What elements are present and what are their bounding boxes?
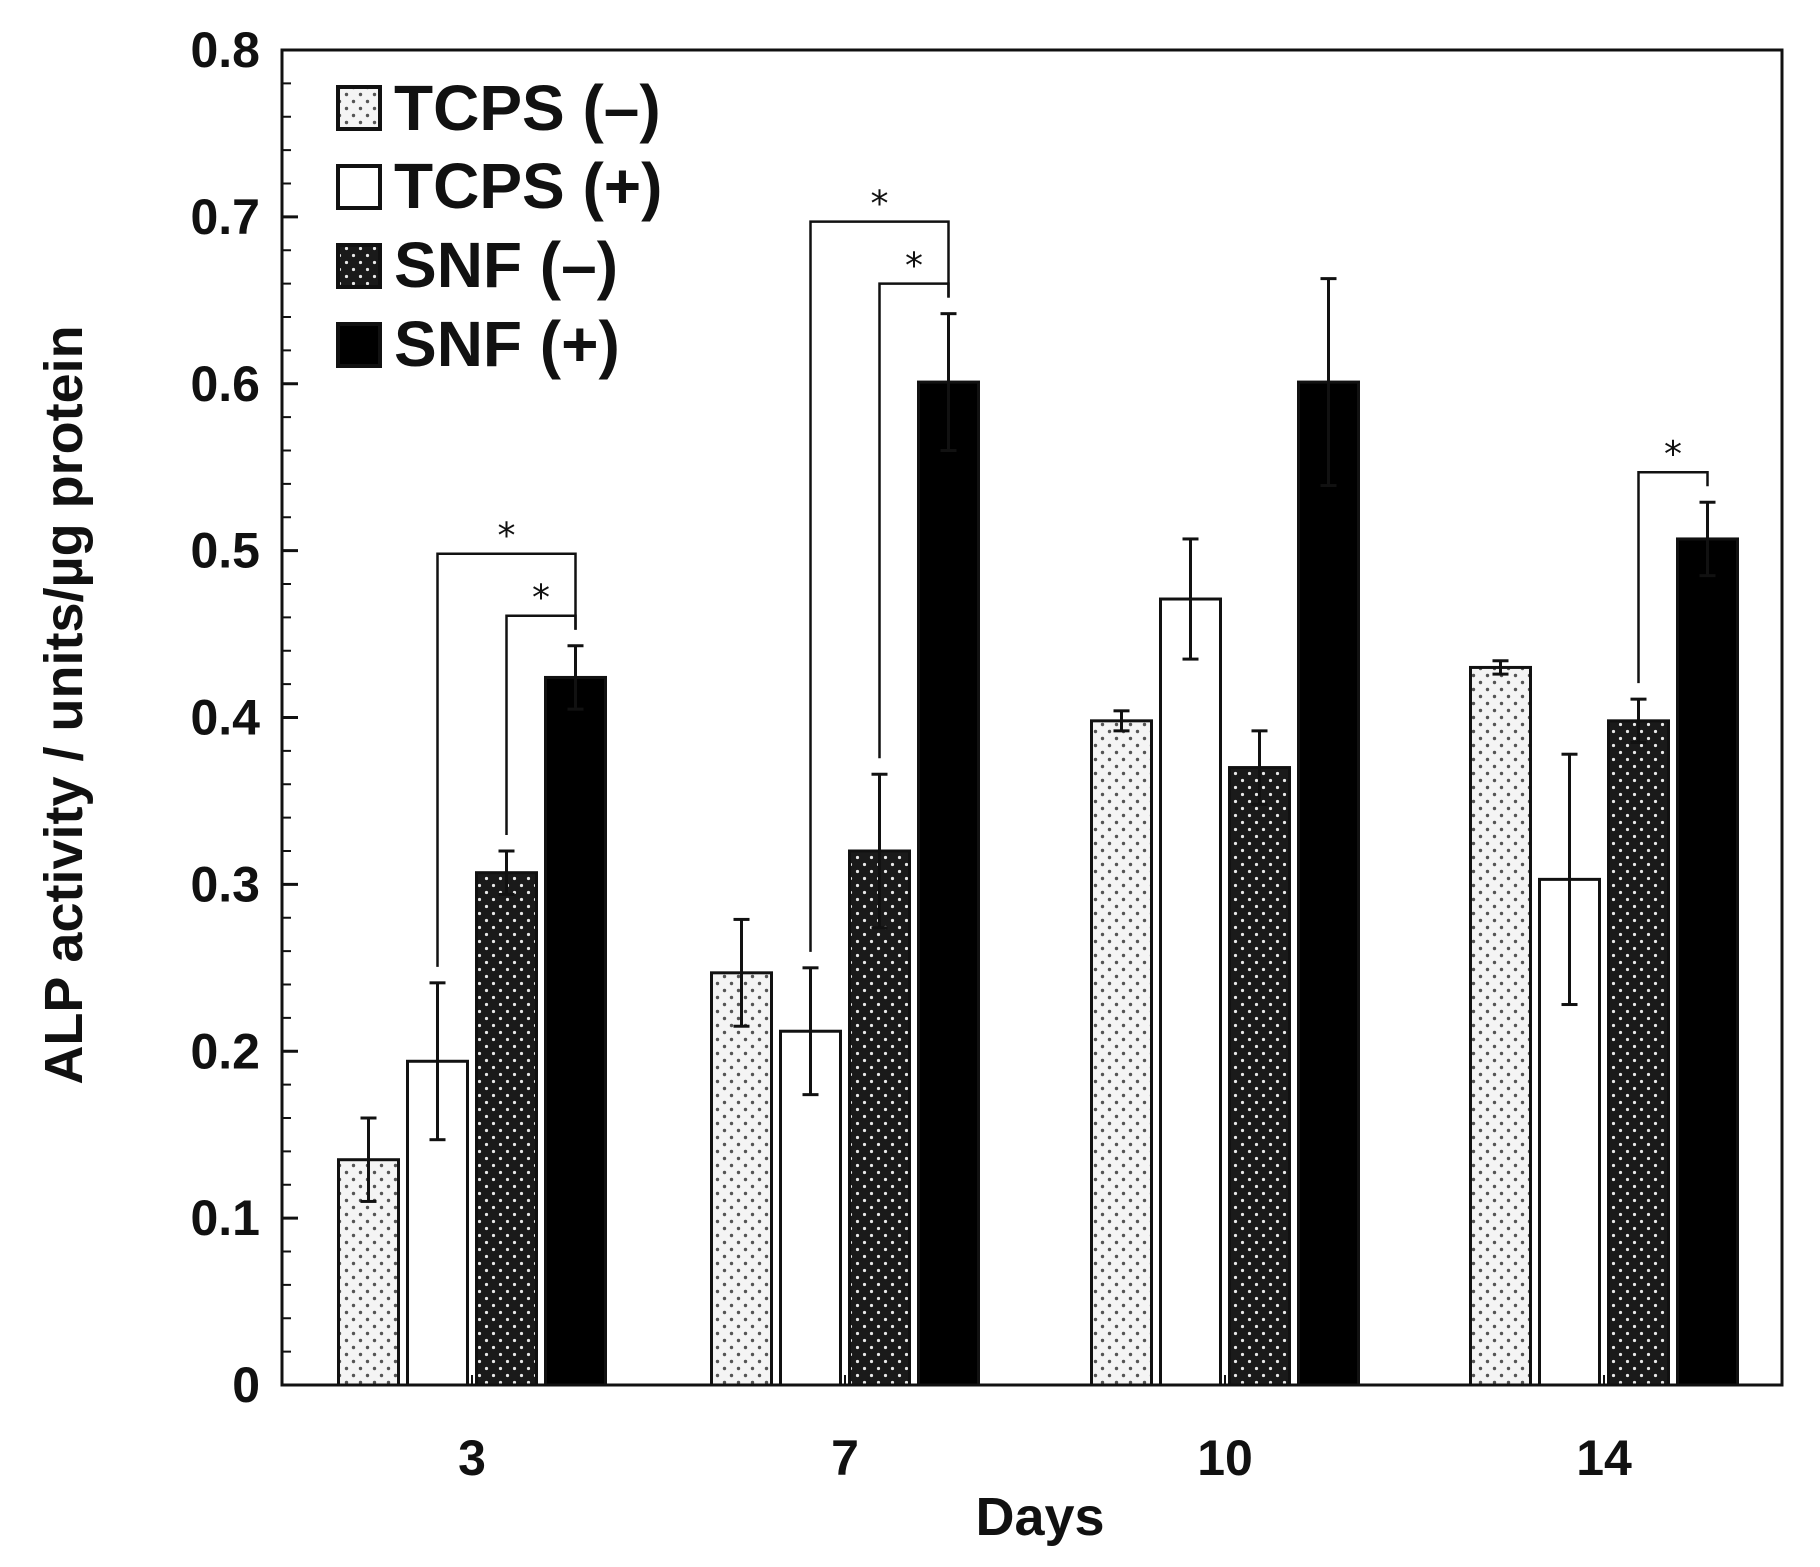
y-tick-label: 0.2	[190, 1023, 260, 1079]
bar-tcps-day-10	[1159, 597, 1222, 1387]
x-tick-label-day-10: 10	[1197, 1430, 1253, 1486]
x-tick-label-day-14: 14	[1576, 1430, 1632, 1486]
significance-star: *	[532, 578, 550, 619]
y-tick-label: 0.7	[190, 189, 260, 245]
significance-group: * * * * *	[436, 184, 1709, 967]
bar-snf-day-10	[1297, 380, 1360, 1387]
y-axis: 0 0.1 0.2 0.3 0.4 0.5 0.6 0.7 0.8	[190, 22, 298, 1413]
bar-tcps-day-7	[710, 971, 773, 1387]
y-axis-title: ALP activity / units/µg protein	[34, 325, 94, 1084]
y-tick-label: 0.3	[190, 856, 260, 912]
legend-swatch-snf-plus	[336, 322, 382, 368]
legend-swatch-tcps-plus	[336, 164, 382, 210]
y-tick-label: 0.1	[190, 1190, 260, 1246]
significance-star: *	[905, 246, 923, 287]
significance-bracket	[809, 220, 950, 952]
bar-snf-day-7	[917, 380, 980, 1387]
legend-swatch-tcps-minus	[336, 85, 382, 131]
error-bars-group	[360, 277, 1716, 1203]
bar-snf-day-3	[544, 675, 607, 1387]
x-tick-label-day-3: 3	[458, 1430, 486, 1486]
legend-label-tcps-minus: TCPS (–)	[394, 72, 661, 144]
bar-tcps-day-14	[1469, 665, 1532, 1387]
y-tick-label: 0.6	[190, 356, 260, 412]
y-tick-label: 0.8	[190, 22, 260, 78]
x-axis-title: Days	[975, 1487, 1104, 1547]
significance-star: *	[498, 516, 516, 557]
bars-group	[337, 380, 1739, 1387]
significance-bracket	[878, 282, 950, 759]
bar-snf-day-14	[1676, 537, 1739, 1387]
y-tick-label: 0.5	[190, 523, 260, 579]
x-tick-label-day-7: 7	[831, 1430, 859, 1486]
bar-snf-day-7	[848, 849, 911, 1387]
legend-label-snf-plus: SNF (+)	[394, 308, 620, 380]
bar-snf-day-10	[1228, 766, 1291, 1387]
x-axis: 3 7 10 14	[458, 1375, 1632, 1486]
legend-label-tcps-plus: TCPS (+)	[394, 150, 662, 222]
legend-label-snf-minus: SNF (–)	[394, 229, 618, 301]
significance-star: *	[871, 184, 889, 225]
significance-bracket	[505, 614, 577, 835]
legend-swatch-snf-minus	[336, 243, 382, 289]
y-tick-label: 0	[232, 1357, 260, 1413]
bar-snf-day-14	[1607, 719, 1670, 1387]
significance-bracket	[436, 552, 577, 967]
legend: TCPS (–) TCPS (+) SNF (–) SNF (+)	[336, 72, 662, 380]
significance-star: *	[1664, 434, 1682, 475]
bar-snf-day-3	[475, 871, 538, 1387]
bar-tcps-day-10	[1090, 719, 1153, 1387]
significance-bracket	[1637, 470, 1709, 684]
y-tick-label: 0.4	[190, 690, 260, 746]
